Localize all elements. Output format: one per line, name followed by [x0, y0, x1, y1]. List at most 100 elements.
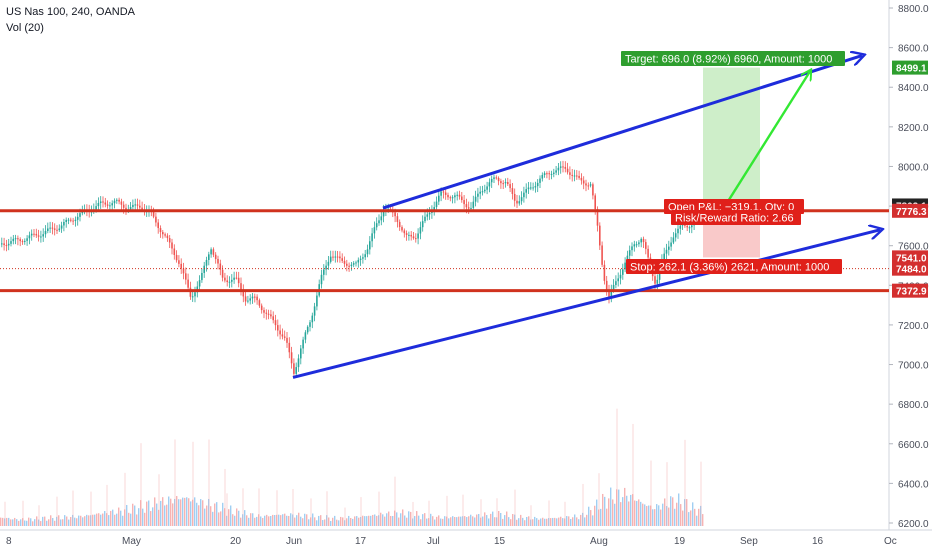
- volume-bar: [686, 499, 688, 526]
- candle-body: [10, 241, 12, 244]
- candle-body: [543, 173, 546, 175]
- volume-spike: [72, 490, 74, 526]
- volume-bar: [384, 516, 386, 526]
- candle-body: [293, 363, 295, 374]
- candle-body: [286, 337, 288, 343]
- candle-body: [346, 263, 348, 266]
- candle-body: [35, 233, 38, 236]
- volume-spike: [124, 472, 126, 526]
- volume-bar: [152, 507, 154, 526]
- volume-bar: [420, 519, 422, 526]
- volume-spike: [344, 507, 346, 526]
- candle-body: [555, 170, 557, 173]
- volume-bar: [58, 515, 60, 526]
- candle-body: [645, 242, 647, 249]
- volume-bar: [430, 513, 432, 526]
- volume-spike: [632, 423, 634, 526]
- volume-bar: [190, 501, 192, 526]
- volume-bar: [314, 517, 316, 526]
- volume-bar: [280, 515, 282, 526]
- candle-body: [302, 339, 304, 349]
- price-tick-label: 8200.0: [898, 123, 929, 134]
- volume-bar: [168, 496, 170, 526]
- volume-bar: [574, 514, 576, 526]
- volume-bar: [176, 496, 178, 526]
- candle-body: [378, 220, 380, 224]
- volume-bar: [26, 520, 28, 526]
- time-axis-label: Sep: [740, 536, 758, 547]
- volume-bar: [334, 515, 336, 526]
- candle-body: [493, 177, 495, 179]
- volume-bar: [42, 516, 44, 526]
- candle-body: [474, 196, 477, 202]
- candle-body: [226, 280, 228, 283]
- candle-body: [44, 231, 47, 235]
- candle-body: [553, 172, 555, 174]
- volume-bar: [320, 515, 322, 526]
- candle-body: [116, 199, 118, 201]
- volume-bar: [290, 513, 292, 526]
- volume-bar: [128, 512, 130, 526]
- volume-bar: [644, 504, 646, 526]
- candle-body: [458, 194, 461, 197]
- candle-body: [633, 244, 636, 247]
- volume-bar: [510, 519, 512, 526]
- price-axis-tag: 8499.1: [896, 64, 927, 75]
- candle-body: [74, 219, 77, 222]
- price-tick-label: 8400.0: [898, 83, 929, 94]
- volume-bar: [370, 515, 372, 526]
- volume-bar: [396, 512, 398, 526]
- volume-bar: [550, 518, 552, 526]
- volume-spike: [462, 494, 464, 526]
- candle-body: [102, 201, 104, 203]
- volume-bar: [118, 507, 120, 526]
- volume-bar: [512, 514, 514, 526]
- volume-bar: [66, 516, 68, 526]
- volume-spike: [4, 501, 6, 526]
- candle-body: [507, 182, 509, 185]
- candle-body: [47, 228, 49, 232]
- volume-bar: [404, 515, 406, 526]
- candle-body: [396, 216, 399, 222]
- volume-bar: [446, 516, 448, 526]
- candle-body: [1, 243, 3, 245]
- candle-body: [224, 277, 226, 281]
- volume-bar: [614, 503, 616, 526]
- volume-bar: [418, 515, 420, 526]
- candle-body: [557, 167, 560, 171]
- volume-bar: [306, 514, 308, 526]
- volume-bar: [336, 519, 338, 526]
- candle-body: [601, 245, 603, 265]
- volume-bar: [100, 514, 102, 526]
- volume-bar: [514, 514, 516, 526]
- volume-bar: [698, 508, 700, 526]
- candle-body: [513, 193, 516, 201]
- volume-bar: [368, 515, 370, 526]
- candle-body: [201, 272, 203, 281]
- volume-spike: [158, 474, 160, 526]
- volume-bar: [618, 489, 620, 526]
- volume-bar: [642, 503, 644, 526]
- volume-bar: [530, 519, 532, 526]
- volume-bar: [170, 498, 172, 526]
- volume-bar: [154, 497, 156, 526]
- candle-body: [63, 221, 65, 226]
- candle-body: [500, 181, 502, 184]
- candle-body: [214, 254, 217, 259]
- volume-bar: [342, 517, 344, 526]
- volume-bar: [330, 520, 332, 526]
- candle-body: [375, 223, 378, 228]
- volume-bar: [184, 497, 186, 526]
- volume-bar: [198, 505, 200, 526]
- candle-body: [525, 189, 527, 193]
- volume-spike: [38, 505, 40, 526]
- volume-bar: [632, 494, 634, 526]
- candle-body: [3, 243, 5, 246]
- candle-body: [26, 238, 28, 241]
- volume-bar: [436, 516, 438, 526]
- candle-body: [325, 265, 327, 270]
- volume-spike: [106, 484, 108, 526]
- candle-body: [635, 244, 638, 246]
